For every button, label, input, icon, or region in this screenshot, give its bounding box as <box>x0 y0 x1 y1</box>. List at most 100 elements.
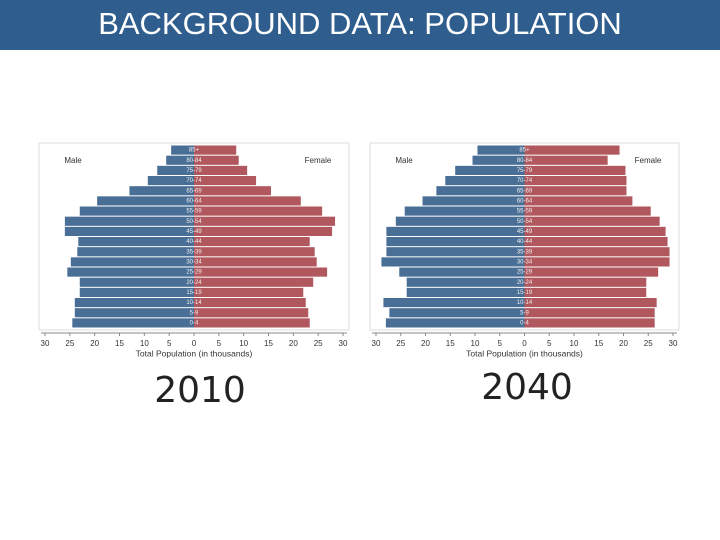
bar <box>74 298 194 308</box>
age-label: 75-79 <box>186 168 202 174</box>
bar <box>406 277 525 287</box>
bar <box>524 298 657 308</box>
x-tick-label: 25 <box>65 339 74 348</box>
age-label: 20-24 <box>186 280 202 286</box>
x-tick-label: 5 <box>167 339 172 348</box>
bar <box>386 247 525 257</box>
age-label: 35-39 <box>517 249 533 255</box>
bar <box>79 287 194 297</box>
age-label: 70-74 <box>186 178 202 184</box>
bar <box>78 237 194 247</box>
bar <box>524 155 608 165</box>
x-tick-label: 30 <box>339 339 348 348</box>
age-label: 15-19 <box>186 290 202 296</box>
bar <box>129 186 194 196</box>
bar <box>472 155 525 165</box>
x-tick-label: 10 <box>570 339 579 348</box>
legend-female: Female <box>635 156 662 165</box>
age-label: 30-34 <box>517 259 533 265</box>
bar <box>524 216 660 226</box>
year-label: 2040 <box>481 367 573 408</box>
age-label: 75-79 <box>517 168 533 174</box>
age-label: 55-59 <box>186 209 202 215</box>
age-label: 70-74 <box>517 178 533 184</box>
age-label: 20-24 <box>517 280 533 286</box>
bar <box>194 247 315 257</box>
bar <box>389 308 525 318</box>
legend-male: Male <box>395 156 413 165</box>
age-label: 10-14 <box>517 300 533 306</box>
bar <box>194 237 310 247</box>
bar <box>383 298 525 308</box>
bar <box>194 267 328 277</box>
x-tick-label: 20 <box>289 339 298 348</box>
age-label: 5-9 <box>190 310 199 316</box>
x-tick-label: 25 <box>314 339 323 348</box>
bar <box>395 216 525 226</box>
age-label: 15-19 <box>517 290 533 296</box>
bar <box>74 308 194 318</box>
x-tick-label: 20 <box>421 339 430 348</box>
bar <box>524 165 626 175</box>
bar <box>194 216 336 226</box>
bar <box>524 145 620 155</box>
age-label: 60-64 <box>517 198 533 204</box>
bar <box>67 267 194 277</box>
bar <box>524 308 655 318</box>
age-label: 0-4 <box>190 320 199 326</box>
bar <box>436 186 525 196</box>
bar <box>64 216 194 226</box>
bar <box>194 298 306 308</box>
x-tick-label: 25 <box>396 339 405 348</box>
age-label: 80-84 <box>186 158 202 164</box>
x-tick-label: 20 <box>619 339 628 348</box>
age-label: 50-54 <box>517 219 533 225</box>
bar <box>524 226 666 236</box>
bar <box>386 226 525 236</box>
x-tick-label: 15 <box>264 339 273 348</box>
age-label: 65-69 <box>186 188 202 194</box>
x-tick-label: 5 <box>547 339 552 348</box>
x-tick-label: 25 <box>644 339 653 348</box>
bar <box>524 267 659 277</box>
legend-male: Male <box>64 156 82 165</box>
bar <box>194 287 304 297</box>
bar <box>422 196 525 206</box>
age-label: 25-29 <box>186 270 202 276</box>
age-label: 65-69 <box>517 188 533 194</box>
x-tick-label: 0 <box>192 339 197 348</box>
bar <box>194 176 257 186</box>
bar <box>157 165 194 175</box>
x-tick-label: 10 <box>239 339 248 348</box>
slide-title: BACKGROUND DATA: POPULATION <box>98 6 622 41</box>
age-label: 85+ <box>519 148 530 154</box>
bar <box>194 186 271 196</box>
bar <box>477 145 525 155</box>
bar <box>194 206 323 216</box>
age-label: 40-44 <box>517 239 533 245</box>
age-label: 85+ <box>189 148 200 154</box>
legend-female: Female <box>305 156 332 165</box>
bar <box>194 165 248 175</box>
x-tick-label: 15 <box>594 339 603 348</box>
bar <box>524 206 651 216</box>
age-label: 10-14 <box>186 300 202 306</box>
age-label: 50-54 <box>186 219 202 225</box>
bar <box>70 257 194 267</box>
bar <box>399 267 525 277</box>
bar <box>455 165 525 175</box>
bar <box>77 247 194 257</box>
bar <box>194 308 309 318</box>
bar <box>79 206 194 216</box>
bar <box>194 277 314 287</box>
title-bar <box>0 0 720 50</box>
x-axis-label: Total Population (in thousands) <box>136 348 253 358</box>
bar <box>524 186 627 196</box>
age-label: 0-4 <box>520 320 529 326</box>
bar <box>72 318 194 328</box>
bar <box>194 145 237 155</box>
x-tick-label: 20 <box>90 339 99 348</box>
x-tick-label: 30 <box>669 339 678 348</box>
